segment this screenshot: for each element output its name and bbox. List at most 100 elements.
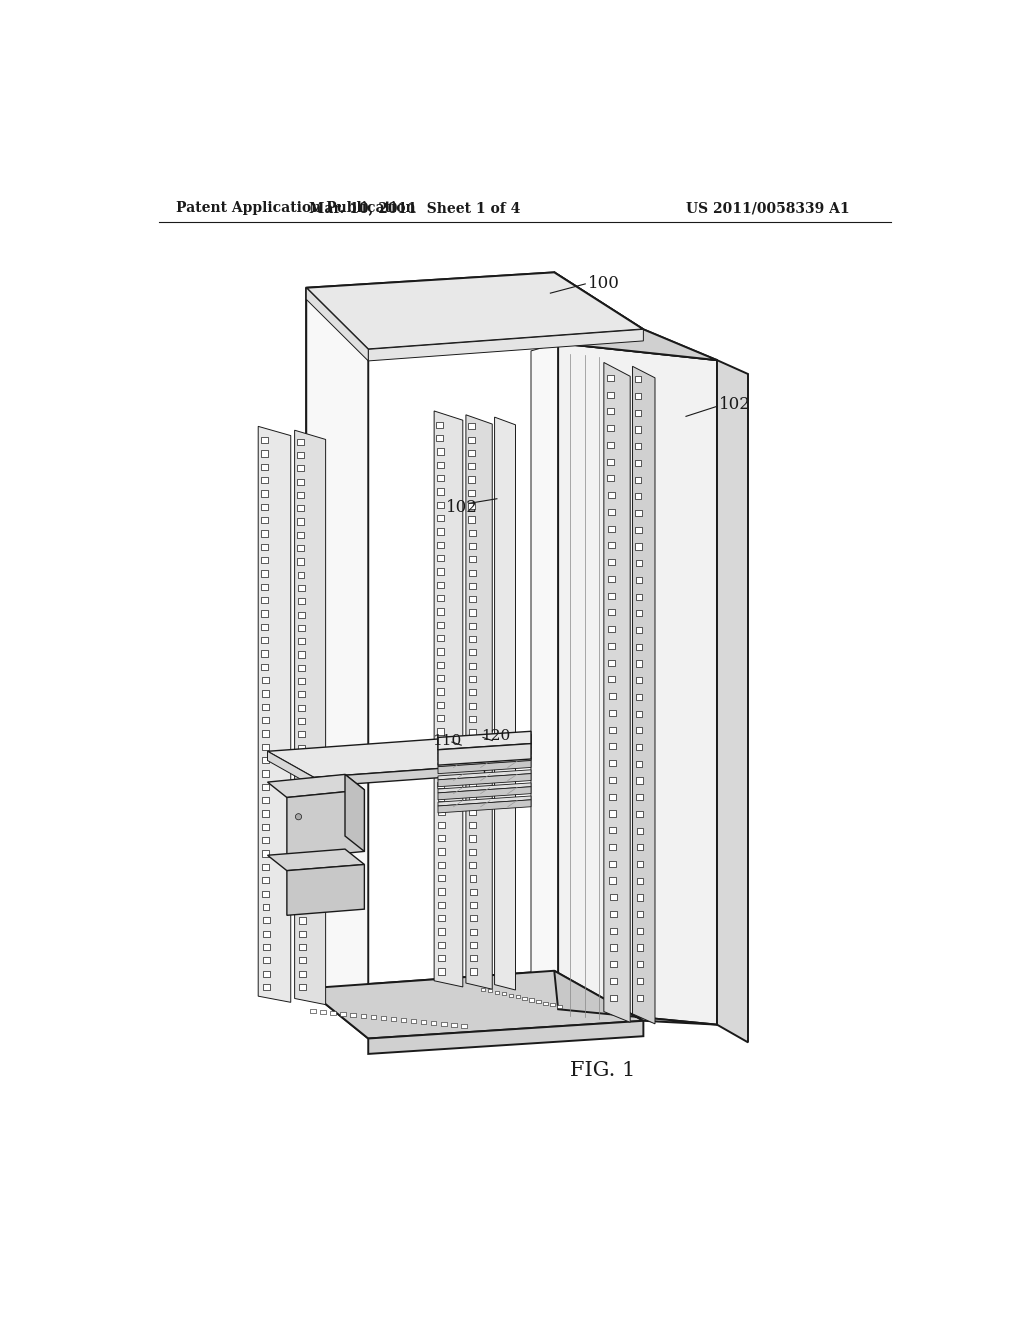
Bar (609, 777, 615, 783)
Bar (515, 995, 520, 998)
Bar (297, 465, 304, 471)
Bar (310, 1010, 315, 1014)
Bar (469, 729, 476, 735)
Bar (469, 516, 475, 523)
Bar (636, 577, 642, 583)
Bar (299, 983, 306, 990)
Polygon shape (267, 775, 365, 797)
Bar (607, 442, 614, 447)
Bar (437, 689, 444, 694)
Bar (608, 543, 614, 548)
Polygon shape (267, 751, 314, 787)
Bar (261, 477, 267, 483)
Bar (608, 676, 615, 682)
Bar (609, 928, 616, 933)
Bar (263, 944, 269, 950)
Bar (299, 851, 306, 857)
Bar (469, 663, 476, 669)
Polygon shape (438, 774, 531, 787)
Bar (438, 941, 444, 948)
Bar (298, 598, 304, 605)
Bar (469, 783, 476, 788)
Bar (436, 475, 443, 482)
Polygon shape (466, 414, 493, 989)
Bar (260, 437, 267, 444)
Bar (298, 572, 304, 578)
Text: 110: 110 (432, 734, 461, 747)
Bar (299, 824, 305, 830)
Bar (607, 525, 614, 532)
Bar (469, 822, 476, 829)
Bar (469, 715, 476, 722)
Bar (261, 597, 268, 603)
Bar (469, 583, 476, 589)
Bar (469, 636, 476, 643)
Bar (298, 692, 305, 697)
Bar (637, 861, 643, 867)
Polygon shape (438, 800, 531, 813)
Bar (436, 462, 443, 467)
Bar (441, 1022, 446, 1026)
Bar (297, 451, 304, 458)
Bar (298, 718, 305, 725)
Bar (438, 956, 445, 961)
Circle shape (295, 813, 302, 820)
Bar (297, 506, 304, 511)
Bar (437, 715, 444, 721)
Bar (469, 796, 476, 801)
Bar (609, 861, 616, 867)
Bar (437, 528, 443, 535)
Bar (637, 878, 643, 884)
Polygon shape (554, 970, 717, 1024)
Bar (468, 450, 475, 455)
Bar (607, 458, 614, 465)
Bar (469, 689, 476, 696)
Bar (437, 768, 444, 775)
Bar (437, 648, 444, 655)
Bar (637, 928, 643, 935)
Bar (437, 862, 444, 869)
Bar (297, 519, 304, 524)
Bar (636, 710, 642, 717)
Bar (297, 438, 304, 445)
Bar (437, 622, 444, 628)
Bar (261, 557, 268, 564)
Text: Mar. 10, 2011  Sheet 1 of 4: Mar. 10, 2011 Sheet 1 of 4 (309, 202, 520, 215)
Bar (298, 771, 305, 777)
Bar (607, 408, 614, 414)
Bar (437, 729, 444, 735)
Bar (438, 888, 444, 895)
Bar (298, 611, 305, 618)
Bar (298, 797, 305, 804)
Bar (469, 569, 475, 576)
Bar (610, 944, 616, 950)
Bar (437, 742, 444, 748)
Polygon shape (438, 760, 531, 774)
Polygon shape (287, 789, 365, 859)
Bar (261, 677, 268, 684)
Bar (262, 704, 268, 710)
Bar (470, 902, 476, 908)
Bar (636, 544, 642, 549)
Bar (261, 651, 268, 656)
Bar (299, 904, 306, 911)
Bar (609, 760, 615, 766)
Polygon shape (267, 739, 484, 777)
Bar (437, 849, 444, 854)
Bar (635, 426, 641, 433)
Bar (495, 991, 500, 994)
Bar (263, 957, 269, 964)
Bar (470, 969, 477, 974)
Bar (261, 531, 268, 537)
Bar (299, 878, 306, 883)
Bar (437, 875, 444, 882)
Bar (607, 492, 614, 498)
Bar (263, 983, 270, 990)
Polygon shape (438, 734, 531, 750)
Polygon shape (314, 766, 484, 787)
Bar (470, 956, 477, 961)
Bar (371, 1015, 376, 1019)
Bar (360, 1014, 366, 1018)
Bar (468, 490, 475, 496)
Bar (437, 541, 443, 548)
